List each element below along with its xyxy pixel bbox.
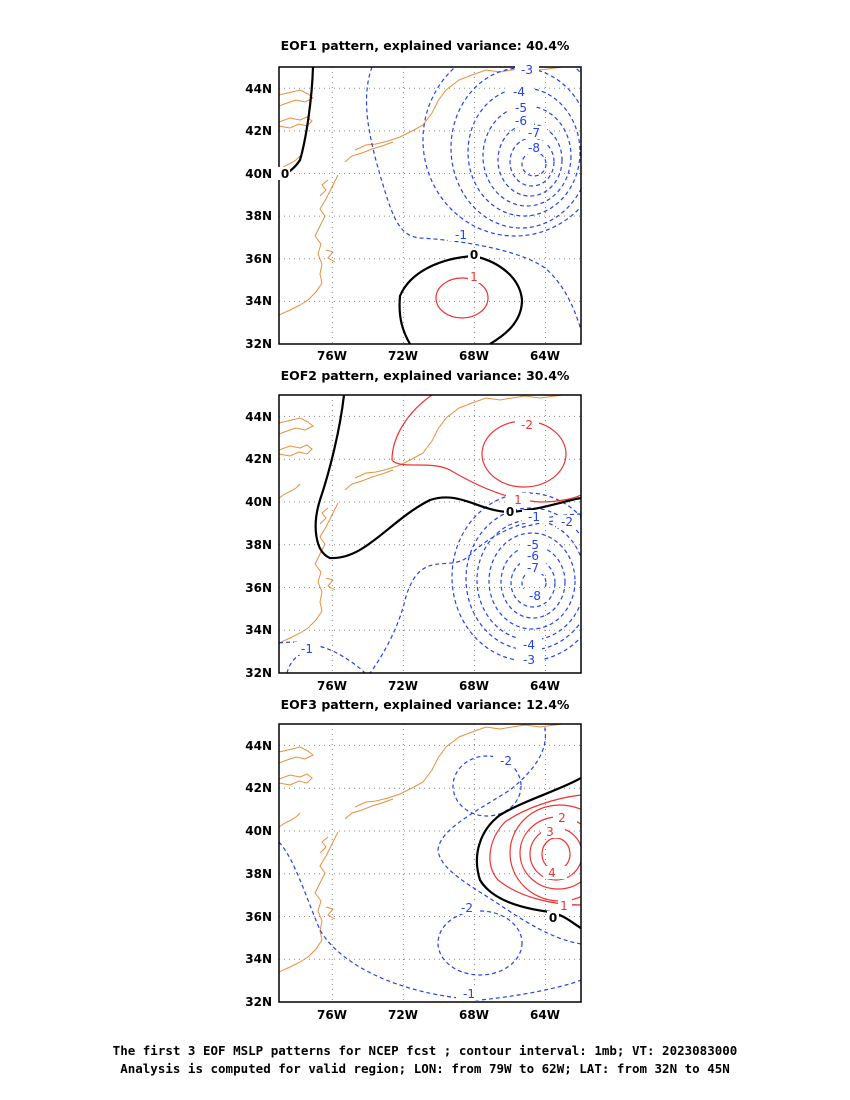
y-tick-label: 34N [245, 294, 272, 308]
contour-label: 1 [514, 493, 522, 507]
contour-label: -1 [463, 987, 475, 1001]
y-tick-labels: 32N 34N 36N 38N 40N 42N 44N [245, 739, 272, 1009]
x-tick-label: 68W [459, 349, 489, 363]
y-tick-label: 34N [245, 623, 272, 637]
contour-label: -2 [521, 418, 533, 432]
panel-title: EOF3 pattern, explained variance: 12.4% [281, 697, 570, 712]
contour-label: -5 [527, 538, 539, 552]
contour-label: -6 [515, 114, 527, 128]
y-tick-label: 42N [245, 124, 272, 138]
x-tick-labels: 76W 72W 68W 64W [317, 1008, 560, 1022]
contour-label: -5 [515, 101, 527, 115]
contour-label: -3 [523, 653, 535, 667]
x-tick-label: 68W [459, 679, 489, 693]
contour-label: 1 [470, 270, 478, 284]
y-tick-label: 40N [245, 824, 272, 838]
contour-label: 0 [470, 248, 478, 262]
contour-label: 1 [560, 899, 568, 913]
contour-label: -1 [301, 642, 313, 656]
y-tick-label: 38N [245, 209, 272, 223]
grid [279, 67, 581, 344]
y-tick-label: 44N [245, 410, 272, 424]
contour-label: -4 [513, 85, 525, 99]
contour-label: -1 [455, 228, 467, 242]
y-tick-label: 32N [245, 995, 272, 1009]
contour-label: -1 [528, 510, 540, 524]
y-tick-label: 32N [245, 666, 272, 680]
x-tick-label: 72W [388, 1008, 418, 1022]
plot-frame [278, 723, 582, 1003]
contour-label: 0 [549, 911, 557, 925]
coastline [279, 724, 567, 973]
panel-eof3: EOF3 pattern, explained variance: 12.4% [245, 697, 582, 1022]
coastline [279, 67, 567, 316]
negative-contours [279, 492, 581, 673]
grid [279, 395, 581, 673]
footer-line-2: Analysis is computed for valid region; L… [120, 1061, 730, 1076]
x-tick-label: 68W [459, 1008, 489, 1022]
y-tick-label: 38N [245, 867, 272, 881]
contour-label: -8 [529, 589, 541, 603]
y-tick-label: 36N [245, 252, 272, 266]
contour-labels: -3 -4 -5 -6 -7 -8 -1 0 0 1 [278, 63, 547, 284]
y-tick-label: 38N [245, 538, 272, 552]
contour-label: -3 [521, 63, 533, 77]
negative-contours [365, 67, 581, 331]
contour-labels: -2 2 3 4 -2 1 0 -1 [454, 754, 577, 1001]
x-tick-label: 64W [530, 679, 560, 693]
x-tick-label: 64W [530, 1008, 560, 1022]
contour-label: 0 [281, 167, 289, 181]
footer-line-1: The first 3 EOF MSLP patterns for NCEP f… [112, 1043, 738, 1058]
coastline [279, 395, 567, 644]
plot-frame [278, 394, 582, 674]
y-tick-label: 34N [245, 952, 272, 966]
y-tick-label: 42N [245, 452, 272, 466]
contour-label: -2 [500, 754, 512, 768]
contour-label: -4 [523, 638, 535, 652]
contour-label: 2 [558, 811, 566, 825]
x-tick-label: 76W [317, 679, 347, 693]
contour-labels: -2 1 0 -1 -2 -5 -6 -7 -8 -4 -3 -1 [294, 418, 580, 667]
contour-label: -2 [561, 515, 573, 529]
y-tick-labels: 32N 34N 36N 38N 40N 42N 44N [245, 82, 272, 351]
x-tick-label: 72W [388, 679, 418, 693]
x-tick-labels: 76W 72W 68W 64W [317, 349, 560, 363]
negative-contours [279, 724, 581, 1001]
y-tick-label: 36N [245, 910, 272, 924]
x-tick-labels: 76W 72W 68W 64W [317, 679, 560, 693]
x-tick-label: 64W [530, 349, 560, 363]
y-tick-label: 44N [245, 82, 272, 96]
y-tick-label: 36N [245, 581, 272, 595]
x-tick-label: 76W [317, 349, 347, 363]
positive-contours [435, 277, 489, 319]
contour-label: -2 [461, 901, 473, 915]
panel-eof1: EOF1 pattern, explained variance: 40.4% [245, 38, 582, 363]
panel-title: EOF1 pattern, explained variance: 40.4% [281, 38, 570, 53]
positive-contours [391, 395, 581, 503]
contour-label: 0 [506, 505, 514, 519]
contour-label: -6 [527, 549, 539, 563]
y-tick-label: 32N [245, 337, 272, 351]
y-tick-label: 44N [245, 739, 272, 753]
contour-label: 4 [548, 866, 556, 880]
y-tick-label: 40N [245, 167, 272, 181]
zero-contours [314, 395, 581, 560]
contour-label: -7 [528, 126, 540, 140]
y-tick-label: 40N [245, 495, 272, 509]
x-tick-label: 76W [317, 1008, 347, 1022]
contour-label: -7 [527, 561, 539, 575]
x-tick-label: 72W [388, 349, 418, 363]
grid [279, 724, 581, 1002]
contour-label: 3 [546, 825, 554, 839]
contour-label: -8 [528, 141, 540, 155]
y-tick-labels: 32N 34N 36N 38N 40N 42N 44N [245, 410, 272, 680]
y-tick-label: 42N [245, 781, 272, 795]
panel-eof2: EOF2 pattern, explained variance: 30.4% [245, 368, 582, 693]
plot-frame [278, 66, 582, 345]
panel-title: EOF2 pattern, explained variance: 30.4% [281, 368, 570, 383]
zero-contours [279, 67, 524, 344]
